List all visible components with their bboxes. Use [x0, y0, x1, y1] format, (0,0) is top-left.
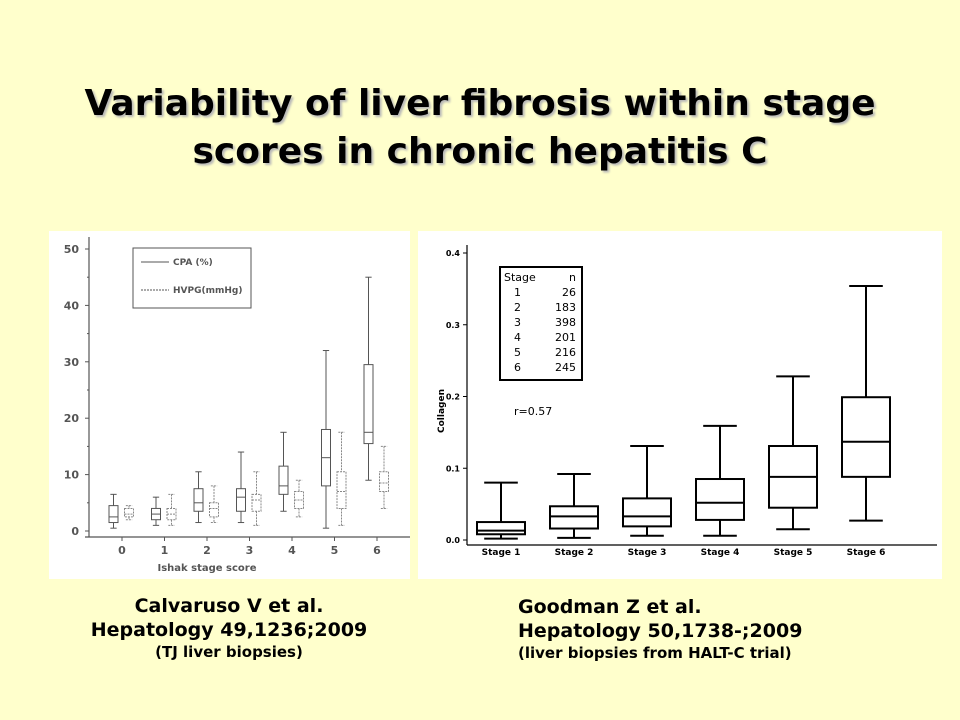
left-y-tick-label: 30: [64, 356, 80, 369]
left-hvpg-box: [124, 505, 134, 521]
right-correlation-annotation: r=0.57: [514, 405, 552, 418]
right-stage-table-n-cell: 398: [555, 316, 576, 329]
right-x-tick-label: Stage 2: [555, 548, 594, 558]
right-stage-box: [695, 424, 745, 537]
left-cpa-box-iqr-box: [236, 488, 246, 512]
left-hvpg-box-iqr-box: [251, 493, 262, 512]
citation-right-source: (liver biopsies from HALT-C trial): [518, 644, 792, 662]
left-y-tick-label: 40: [64, 299, 80, 312]
left-cpa-box: [278, 431, 289, 512]
right-stage-table-stage-cell: 4: [514, 331, 521, 344]
left-hvpg-box-iqr-box: [336, 471, 347, 509]
right-stage-box: [841, 285, 891, 522]
right-y-tick-label: 0.1: [446, 464, 461, 473]
left-x-tick-label: 1: [161, 544, 169, 557]
right-stage-box-iqr-box: [841, 396, 891, 478]
left-legend: CPA (%) HVPG(mmHg): [132, 247, 252, 309]
left-y-tick-label: 10: [64, 469, 80, 482]
right-x-tick-label: Stage 5: [774, 548, 813, 558]
left-hvpg-box-iqr-box: [209, 502, 219, 518]
left-hvpg-box: [209, 485, 219, 524]
right-x-tick-label: Stage 4: [701, 548, 740, 558]
left-y-tick-label: 50: [64, 243, 80, 256]
right-stage-table-stage-cell: 2: [514, 301, 521, 314]
left-legend-label-cpa: CPA (%): [173, 258, 213, 268]
right-stage-table-stage-cell: 5: [514, 346, 521, 359]
left-cpa-box-iqr-box: [108, 505, 119, 524]
citation-right-authors: Goodman Z et al.: [518, 596, 702, 618]
left-x-tick-label: 0: [118, 544, 126, 557]
left-hvpg-box: [294, 479, 304, 518]
left-cpa-box: [363, 276, 374, 481]
citation-left: Calvaruso V et al. Hepatology 49,1236;20…: [64, 594, 394, 662]
right-chart-panel: 0.0 0.1 0.2 0.3 0.4 Collagen Stage 1 Stage 2 Sta…: [418, 231, 942, 579]
right-y-tick-label: 0.3: [446, 321, 460, 330]
right-stage-table-stage-cell: 1: [514, 286, 521, 299]
right-y-tick-label: 0.4: [446, 249, 461, 258]
right-stage-table-n-cell: 183: [555, 301, 576, 314]
right-stage-box: [476, 481, 526, 540]
citation-left-journal: Hepatology 49,1236;2009: [90, 619, 368, 641]
left-x-tick-label: 4: [288, 544, 296, 557]
citation-left-authors: Calvaruso V et al.: [134, 595, 324, 617]
right-y-tick-label: 0.2: [446, 393, 460, 402]
left-box-plot: 0 10 20 30 40 50 0 1 2 3 4 5 6 Ishak stage score CPA (…: [64, 237, 410, 574]
right-stage-table-n-cell: 201: [555, 331, 576, 344]
left-legend-label-hvpg: HVPG(mmHg): [173, 286, 242, 296]
left-y-tick-label: 0: [71, 525, 79, 538]
right-x-tick-label: Stage 3: [628, 548, 667, 558]
left-legend-frame: [132, 247, 252, 309]
right-stage-table-n-cell: 26: [562, 286, 576, 299]
right-stage-box-iqr-box: [476, 521, 526, 536]
left-hvpg-box: [166, 493, 177, 526]
right-stage-table-stage-cell: 3: [514, 316, 521, 329]
right-x-tick-label: Stage 1: [482, 548, 521, 558]
right-stage-box-iqr-box: [549, 505, 599, 530]
left-hvpg-box-iqr-box: [124, 507, 134, 518]
right-y-tick-label: 0.0: [446, 536, 461, 545]
right-stage-table-header-n: n: [569, 271, 576, 284]
right-stage-table-n-cell: 245: [555, 361, 576, 374]
right-stage-box-iqr-box: [695, 478, 745, 521]
left-cpa-box-iqr-box: [278, 465, 289, 495]
right-y-axis-label: Collagen: [437, 389, 447, 433]
title-line-1: Variability of liver fibrosis within sta…: [84, 83, 876, 124]
left-x-tick-label: 2: [203, 544, 211, 557]
left-cpa-box: [151, 496, 161, 526]
left-x-tick-label: 3: [246, 544, 254, 557]
left-hvpg-box: [251, 471, 262, 526]
left-x-axis-label: Ishak stage score: [157, 563, 256, 574]
right-x-tick-label: Stage 6: [847, 548, 886, 558]
citation-right: Goodman Z et al. Hepatology 50,1738-;200…: [518, 595, 802, 663]
left-x-tick-label: 5: [331, 544, 339, 557]
left-cpa-box: [193, 471, 204, 524]
right-stage-table: Stage n 1 26 2 183 3 398 4 201 5 216 6 245: [499, 266, 583, 381]
left-x-tick-label: 6: [373, 544, 381, 557]
left-cpa-box-iqr-box: [363, 364, 374, 445]
title-line-2: scores in chronic hepatitis C: [192, 131, 768, 172]
right-stage-table-n-cell: 216: [555, 346, 576, 359]
right-stage-box: [622, 445, 672, 537]
left-cpa-box: [236, 451, 246, 524]
left-hvpg-box-iqr-box: [379, 471, 389, 493]
right-stage-box: [549, 472, 599, 539]
right-stage-table-frame: [499, 266, 583, 381]
right-stage-table-stage-cell: 6: [514, 361, 521, 374]
left-chart-panel: 0 10 20 30 40 50 0 1 2 3 4 5 6 Ishak stage score CPA (…: [49, 231, 410, 579]
citation-right-journal: Hepatology 50,1738-;2009: [518, 620, 803, 642]
right-stage-box: [768, 375, 818, 531]
left-cpa-box-iqr-box: [193, 488, 204, 512]
left-hvpg-box: [336, 431, 347, 526]
left-hvpg-box: [379, 445, 389, 509]
left-cpa-box: [321, 350, 331, 529]
left-cpa-box: [108, 493, 119, 529]
right-stage-table-header-stage: Stage: [504, 271, 536, 284]
citation-left-source: (TJ liver biopsies): [155, 643, 303, 661]
left-y-tick-label: 20: [64, 412, 80, 425]
right-stage-box-iqr-box: [622, 497, 672, 528]
slide-title: Variability of liver fibrosis within sta…: [0, 80, 960, 176]
